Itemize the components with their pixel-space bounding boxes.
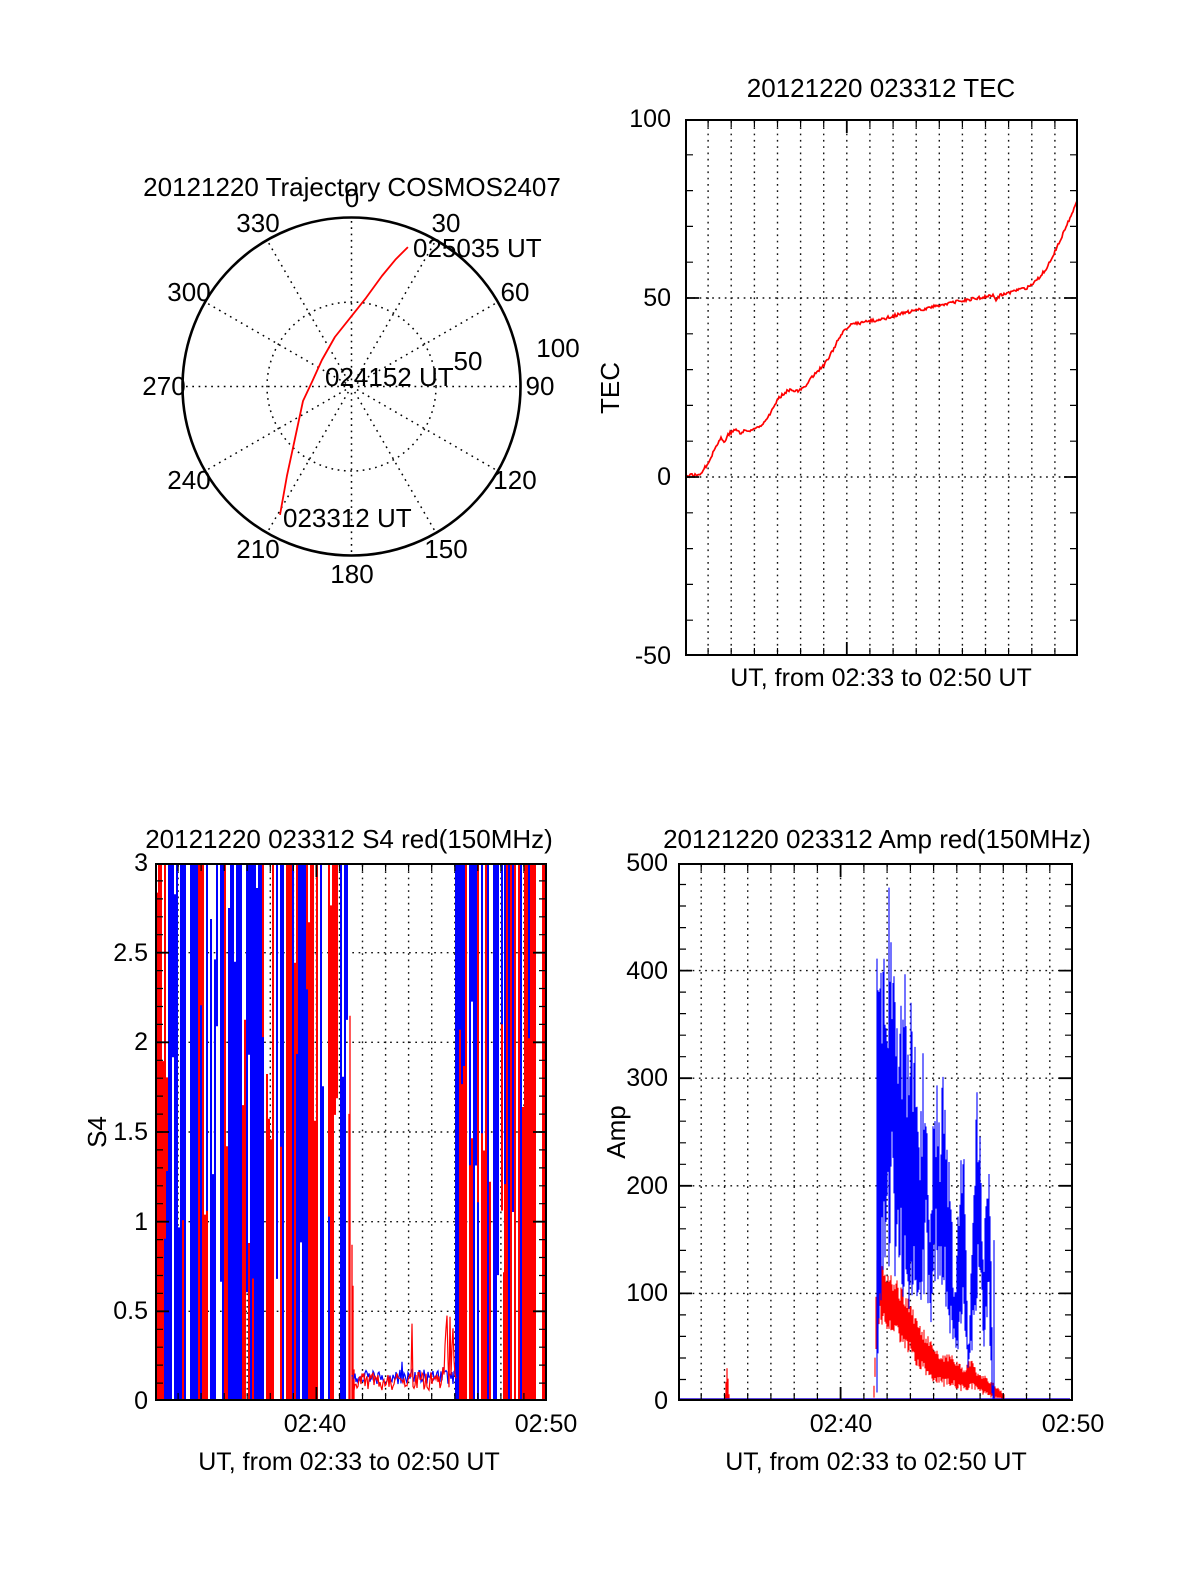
- azimuth-label-330: 330: [236, 208, 280, 238]
- azimuth-label-270: 270: [142, 371, 186, 401]
- y-tick-label: -50: [634, 642, 671, 670]
- azimuth-label-300: 300: [167, 277, 211, 307]
- y-tick-label: 1.5: [113, 1118, 148, 1146]
- y-tick-label: 2: [134, 1028, 148, 1056]
- azimuth-label-60: 60: [500, 277, 530, 307]
- x-tick-label: 02:40: [283, 1410, 347, 1438]
- trajectory-annotation-end: 025035 UT: [413, 233, 542, 263]
- azimuth-label-240: 240: [167, 465, 211, 495]
- y-tick-label: 300: [626, 1064, 668, 1092]
- y-tick-label: 400: [626, 957, 668, 985]
- y-tick-label: 2.5: [113, 939, 148, 967]
- azimuth-label-120: 120: [493, 465, 537, 495]
- amp-x-axis-label: UT, from 02:33 to 02:50 UT: [725, 1448, 1027, 1476]
- y-tick-label: 200: [626, 1172, 668, 1200]
- tec-plot: [685, 119, 1078, 656]
- trajectory-title: 20121220 Trajectory COSMOS2407: [143, 172, 561, 202]
- y-tick-label: 3: [134, 849, 148, 877]
- azimuth-label-210: 210: [236, 534, 280, 564]
- y-tick-label: 0: [134, 1387, 148, 1415]
- amp-title: 20121220 023312 Amp red(150MHz): [663, 824, 1091, 854]
- azimuth-label-30: 30: [431, 208, 461, 238]
- x-tick-label: 02:50: [514, 1410, 578, 1438]
- y-tick-label: 100: [626, 1279, 668, 1307]
- y-tick-label: 0: [657, 463, 671, 491]
- x-tick-label: 02:40: [809, 1410, 873, 1438]
- azimuth-label-180: 180: [330, 559, 374, 589]
- trajectory-annotation-start: 023312 UT: [283, 503, 412, 533]
- tec-y-axis-label: TEC: [595, 362, 625, 414]
- y-tick-label: 0: [654, 1387, 668, 1415]
- s4-x-axis-label: UT, from 02:33 to 02:50 UT: [198, 1448, 500, 1476]
- amp-y-axis-label: Amp: [601, 1105, 631, 1159]
- amp-plot: [678, 863, 1073, 1401]
- trajectory-annotation-mid: 024152 UT: [325, 362, 454, 392]
- azimuth-label-90: 90: [525, 371, 555, 401]
- x-tick-label: 02:50: [1041, 1410, 1105, 1438]
- azimuth-label-0: 0: [344, 183, 360, 213]
- radial-tick-label-50: 50: [453, 346, 483, 376]
- y-tick-label: 0.5: [113, 1297, 148, 1325]
- s4-plot: [155, 863, 547, 1401]
- azimuth-label-150: 150: [424, 534, 468, 564]
- s4-title: 20121220 023312 S4 red(150MHz): [145, 824, 553, 854]
- tec-title: 20121220 023312 TEC: [746, 73, 1016, 103]
- y-tick-label: 100: [629, 105, 671, 133]
- y-tick-label: 1: [134, 1208, 148, 1236]
- y-tick-label: 500: [626, 849, 668, 877]
- tec-x-axis-label: UT, from 02:33 to 02:50 UT: [730, 664, 1032, 692]
- radial-tick-label-100: 100: [536, 333, 580, 363]
- y-tick-label: 50: [643, 284, 671, 312]
- trajectory-plot: [181, 216, 522, 557]
